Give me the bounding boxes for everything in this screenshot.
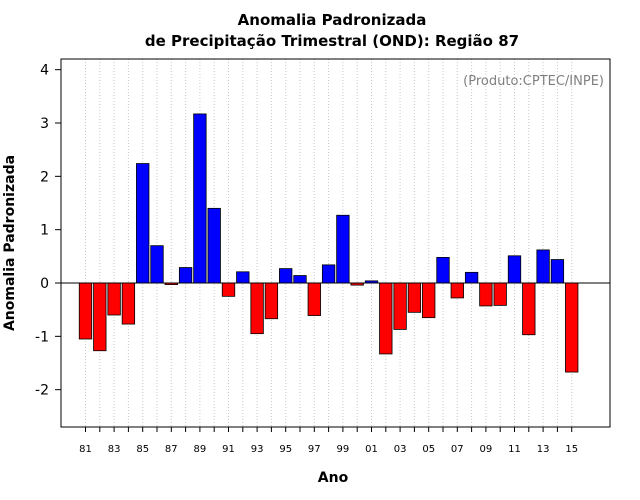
- bar: [193, 113, 207, 284]
- x-tick-label: 81: [79, 444, 92, 455]
- bar: [250, 282, 264, 335]
- x-tick-label: 13: [537, 444, 550, 455]
- bar: [107, 282, 121, 316]
- x-tick-label: 87: [165, 444, 178, 455]
- bar: [493, 282, 507, 306]
- x-tick-label: 05: [422, 444, 435, 455]
- x-tick-label: 93: [251, 444, 264, 455]
- bar: [336, 214, 350, 284]
- bar: [93, 282, 107, 352]
- x-tick-label: 95: [279, 444, 292, 455]
- bar: [522, 282, 536, 336]
- y-tick-label: 3: [40, 116, 49, 132]
- x-tick-label: 83: [108, 444, 121, 455]
- bar: [407, 282, 422, 313]
- x-tick-label: 89: [194, 444, 207, 455]
- x-tick-label: 85: [136, 444, 149, 455]
- bar: [379, 282, 393, 355]
- bar: [78, 282, 93, 340]
- bar: [550, 259, 565, 284]
- bar: [436, 256, 450, 284]
- x-tick-label: 97: [308, 444, 321, 455]
- bar: [565, 282, 579, 373]
- y-tick-label: -1: [35, 329, 49, 345]
- chart-title-line1: Anomalia Padronizada: [238, 11, 427, 29]
- bar: [507, 255, 522, 284]
- bar: [178, 267, 193, 284]
- bar: [293, 275, 307, 284]
- bar: [264, 282, 279, 320]
- y-tick-label: 4: [40, 63, 49, 79]
- bar: [279, 268, 293, 284]
- x-tick-label: 09: [480, 444, 493, 455]
- bar: [450, 282, 464, 299]
- y-axis: -2 -1 0 1 2 3 4: [35, 63, 61, 399]
- bar: [422, 282, 436, 319]
- x-tick-label: 07: [451, 444, 464, 455]
- x-axis-label: Ano: [318, 470, 349, 486]
- x-tick-label: 15: [565, 444, 578, 455]
- bar: [136, 163, 150, 284]
- bar: [464, 271, 479, 284]
- x-tick-label: 99: [337, 444, 350, 455]
- x-tick-label: 01: [365, 444, 378, 455]
- bar: [150, 245, 164, 284]
- y-tick-label: 1: [40, 223, 49, 239]
- chart-title-line2: de Precipitação Trimestral (OND): Região…: [145, 32, 519, 50]
- bars-group: [78, 113, 579, 373]
- plot-frame: [60, 58, 611, 428]
- x-tick-label: 03: [394, 444, 407, 455]
- credit-label: (Produto:CPTEC/INPE): [463, 74, 604, 89]
- bar: [121, 282, 136, 325]
- bar: [221, 282, 236, 297]
- y-tick-label: 2: [40, 169, 49, 185]
- y-tick-label: 0: [40, 276, 49, 292]
- x-tick-label: 11: [508, 444, 521, 455]
- bar: [307, 282, 321, 316]
- x-tick-label: 91: [222, 444, 235, 455]
- vertical-grid: [85, 59, 573, 427]
- bar: [536, 249, 550, 284]
- bar: [321, 264, 336, 284]
- y-tick-label: -2: [35, 383, 49, 399]
- y-axis-label: Anomalia Padronizada: [2, 155, 18, 331]
- x-axis: 81 83 85 87 89 91 93 95 97 99 01 03 05 07 09 11 13 15: [79, 427, 578, 455]
- bar: [393, 282, 407, 330]
- bar: [207, 207, 221, 284]
- bar: [479, 282, 493, 307]
- bar: [236, 271, 250, 284]
